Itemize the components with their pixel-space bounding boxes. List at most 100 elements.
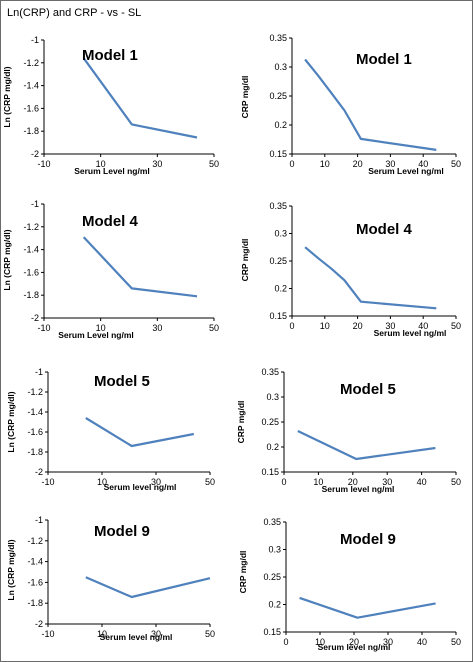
x-tick-label: 10 bbox=[96, 159, 106, 169]
y-tick-label: 0.3 bbox=[274, 62, 287, 72]
model-label: Model 1 bbox=[356, 51, 412, 68]
y-tick-label: -1.2 bbox=[27, 536, 43, 546]
x-tick-label: 10 bbox=[97, 477, 107, 487]
y-axis-title: Ln (CRP mg/dl) bbox=[6, 391, 16, 452]
x-tick-label: 50 bbox=[209, 323, 219, 333]
x-tick-label: 0 bbox=[289, 159, 294, 169]
x-tick-label: 0 bbox=[283, 637, 288, 647]
y-tick-label: 0.3 bbox=[274, 229, 287, 239]
y-tick-label: 0.15 bbox=[269, 311, 287, 321]
y-tick-label: -1.8 bbox=[27, 598, 43, 608]
y-tick-label: 0.15 bbox=[269, 149, 287, 159]
x-tick-label: -10 bbox=[37, 323, 50, 333]
y-tick-label: 0.15 bbox=[261, 467, 279, 477]
model-label: Model 9 bbox=[340, 531, 396, 548]
chart-panel: -2 -1.8 -1.6 -1.4 -1.2 -1 -10 10 30 50 Model 1 Seru… bbox=[2, 35, 219, 176]
y-tick-label: -2 bbox=[31, 149, 39, 159]
x-tick-label: 30 bbox=[382, 477, 392, 487]
y-axis-title: Ln (CRP mg/dl) bbox=[2, 229, 12, 290]
y-tick-label: -1.2 bbox=[23, 58, 39, 68]
y-tick-label: -1.6 bbox=[23, 103, 39, 113]
x-tick-label: 10 bbox=[96, 323, 106, 333]
x-tick-label: -10 bbox=[37, 159, 50, 169]
x-tick-label: 50 bbox=[205, 477, 215, 487]
series-line bbox=[297, 430, 436, 461]
y-tick-label: -2 bbox=[35, 467, 43, 477]
model-label: Model 5 bbox=[94, 373, 150, 390]
y-tick-label: -1.8 bbox=[23, 126, 39, 136]
y-tick-label: -2 bbox=[35, 619, 43, 629]
x-axis-title: Serum level ng/ml bbox=[100, 632, 173, 642]
x-tick-label: 10 bbox=[97, 629, 107, 639]
series-line bbox=[82, 57, 198, 139]
x-tick-label: 50 bbox=[451, 637, 461, 647]
y-tick-label: -1.4 bbox=[27, 557, 43, 567]
y-tick-label: -1.2 bbox=[27, 387, 43, 397]
x-tick-label: 40 bbox=[418, 159, 428, 169]
y-tick-label: -1.8 bbox=[23, 290, 39, 300]
x-tick-label: 30 bbox=[383, 637, 393, 647]
model-label: Model 9 bbox=[94, 523, 150, 540]
y-axis-title: CRP mg/dl bbox=[240, 239, 250, 282]
chart-panel: 0.15 0.2 0.25 0.3 0.35 0 10 20 30 40 50 Model 9 Seru… bbox=[238, 517, 461, 652]
series-line bbox=[85, 417, 195, 448]
y-tick-label: 0.25 bbox=[263, 572, 281, 582]
chart-panel: -2 -1.8 -1.6 -1.4 -1.2 -1 -10 10 30 50 Model 5 Seru… bbox=[6, 367, 215, 492]
y-tick-label: 0.2 bbox=[274, 284, 287, 294]
x-tick-label: 10 bbox=[320, 321, 330, 331]
chart-panel: 0.15 0.2 0.25 0.3 0.35 0 10 20 30 40 50 Model 5 Seru… bbox=[236, 367, 461, 494]
x-tick-label: 20 bbox=[353, 321, 363, 331]
y-tick-label: -1 bbox=[35, 515, 43, 525]
y-tick-label: 0.35 bbox=[269, 33, 287, 43]
chart-panel: 0.15 0.2 0.25 0.3 0.35 0 10 20 30 40 50 Model 4 Seru… bbox=[240, 201, 461, 338]
y-axis-title: CRP mg/dl bbox=[238, 551, 248, 594]
y-tick-label: 0.25 bbox=[269, 91, 287, 101]
y-tick-label: 0.2 bbox=[266, 442, 279, 452]
x-tick-label: 40 bbox=[417, 637, 427, 647]
x-tick-label: 0 bbox=[289, 321, 294, 331]
x-axis-title: Serum level ng/ml bbox=[104, 482, 177, 492]
x-tick-label: -10 bbox=[41, 477, 54, 487]
x-tick-label: 50 bbox=[209, 159, 219, 169]
y-tick-label: 0.3 bbox=[268, 545, 281, 555]
x-axis-title: Serum level ng/ml bbox=[374, 328, 447, 338]
chart-panel: -2 -1.8 -1.6 -1.4 -1.2 -1 -10 10 30 50 Model 4 Seru… bbox=[2, 199, 219, 340]
y-tick-label: -1.6 bbox=[27, 427, 43, 437]
x-tick-label: 40 bbox=[417, 477, 427, 487]
y-tick-label: 0.3 bbox=[266, 392, 279, 402]
y-tick-label: 0.15 bbox=[263, 627, 281, 637]
x-tick-label: 30 bbox=[151, 629, 161, 639]
y-tick-label: -1.4 bbox=[23, 245, 39, 255]
y-axis-title: Ln (CRP mg/dl) bbox=[2, 66, 12, 127]
x-tick-label: 50 bbox=[451, 477, 461, 487]
chart-panel: -2 -1.8 -1.6 -1.4 -1.2 -1 -10 10 30 50 Model 9 Seru… bbox=[6, 515, 215, 642]
y-tick-label: -1.6 bbox=[23, 267, 39, 277]
x-tick-label: 30 bbox=[152, 323, 162, 333]
x-axis-title: Serum level ng/ml bbox=[318, 642, 391, 652]
x-tick-label: 20 bbox=[348, 477, 358, 487]
y-tick-label: 0.35 bbox=[263, 517, 281, 527]
y-tick-label: 0.35 bbox=[269, 201, 287, 211]
series-line bbox=[304, 246, 437, 310]
model-label: Model 5 bbox=[340, 381, 396, 398]
x-tick-label: 0 bbox=[281, 477, 286, 487]
y-tick-label: 0.35 bbox=[261, 367, 279, 377]
x-tick-label: 20 bbox=[353, 159, 363, 169]
y-tick-label: -1.2 bbox=[23, 222, 39, 232]
y-tick-label: -1.4 bbox=[27, 407, 43, 417]
y-tick-label: -1.8 bbox=[27, 447, 43, 457]
x-tick-label: 10 bbox=[320, 159, 330, 169]
y-tick-label: -1.6 bbox=[27, 577, 43, 587]
series-line bbox=[304, 58, 437, 151]
x-tick-label: 30 bbox=[151, 477, 161, 487]
x-axis-title: Serum Level ng/ml bbox=[74, 166, 150, 176]
x-tick-label: 10 bbox=[315, 637, 325, 647]
y-axis-title: CRP mg/dl bbox=[240, 76, 250, 119]
x-tick-label: 40 bbox=[418, 321, 428, 331]
series-line bbox=[85, 576, 211, 599]
series-line bbox=[82, 236, 198, 298]
x-tick-label: -10 bbox=[41, 629, 54, 639]
x-axis-title: Serum Level ng/ml bbox=[58, 330, 134, 340]
x-tick-label: 30 bbox=[385, 321, 395, 331]
y-axis-title: Ln (CRP mg/dl) bbox=[6, 539, 16, 600]
